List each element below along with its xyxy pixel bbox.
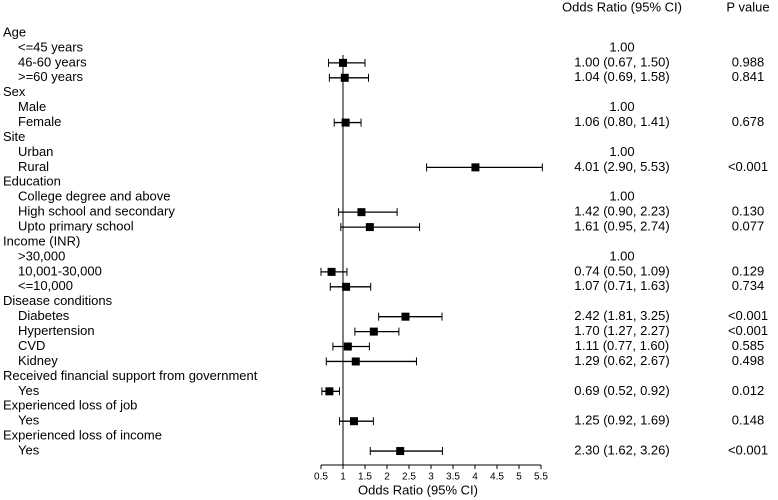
estimate-label: 1.04 (0.69, 1.58) [574,69,669,84]
row-label: <=10,000 [18,278,73,293]
estimate-label: 0.74 (0.50, 1.09) [574,263,669,278]
estimate-label: 1.29 (0.62, 2.67) [574,353,669,368]
row-label: High school and secondary [18,204,175,219]
estimate-label: 1.00 [609,189,634,204]
estimate-label: 1.11 (0.77, 1.60) [575,338,669,353]
p-value: 0.077 [732,219,765,234]
estimate-marker [365,223,374,232]
x-tick-label: 1 [340,472,346,483]
x-tick-label: 3 [428,472,434,483]
estimate-marker [357,208,366,217]
p-value: 0.129 [732,263,765,278]
group-label: Experienced loss of income [3,428,162,443]
p-value: 0.734 [732,278,765,293]
p-value: 0.841 [732,69,765,84]
estimate-label: 2.42 (1.81, 3.25) [574,308,669,323]
row-label: Yes [18,413,40,428]
estimate-marker [340,73,349,82]
x-axis-title: Odds Ratio (95% CI) [358,482,478,497]
estimate-label: 1.25 (0.92, 1.69) [574,413,669,428]
x-tick-label: 2 [384,472,390,483]
estimate-label: 1.06 (0.80, 1.41) [574,114,669,129]
estimate-label: 0.69 (0.52, 0.92) [574,383,669,398]
estimate-label: 1.00 [609,99,634,114]
p-value: <0.001 [728,323,768,338]
row-label: 46-60 years [18,54,87,69]
estimate-marker [396,447,405,456]
row-label: Yes [18,442,40,457]
row-label: Hypertension [18,323,95,338]
estimate-marker [369,327,378,336]
column-header: P value [726,0,769,14]
p-value: 0.585 [732,338,765,353]
row-label: CVD [18,338,45,353]
estimate-marker [351,357,360,366]
row-label: <=45 years [18,39,84,54]
row-label: Kidney [18,353,58,368]
estimate-label: 1.00 [609,144,634,159]
estimate-marker [343,342,352,351]
estimate-marker [325,387,334,396]
p-value: 0.988 [732,54,765,69]
estimate-marker [327,267,336,276]
estimate-label: 1.07 (0.71, 1.63) [574,278,669,293]
row-label: Urban [18,144,53,159]
x-tick-label: 1.5 [358,472,372,483]
estimate-marker [342,282,351,291]
group-label: Site [3,129,25,144]
p-value: 0.012 [732,383,765,398]
group-label: Disease conditions [3,293,113,308]
x-tick-label: 3.5 [446,472,460,483]
group-label: Income (INR) [3,233,80,248]
x-tick-label: 0.5 [314,472,328,483]
group-label: Received financial support from governme… [3,368,258,383]
row-label: Female [18,114,61,129]
row-label: Yes [18,383,40,398]
estimate-marker [341,118,350,127]
p-value: 0.498 [732,353,765,368]
row-label: College degree and above [18,189,171,204]
row-label: Rural [18,159,49,174]
row-label: >30,000 [18,248,65,263]
x-tick-label: 4 [472,472,478,483]
estimate-label: 1.70 (1.27, 2.27) [574,323,669,338]
estimate-label: 4.01 (2.90, 5.53) [574,159,669,174]
row-label: Upto primary school [18,219,134,234]
p-value: 0.678 [732,114,765,129]
p-value: <0.001 [728,159,768,174]
row-label: 10,001-30,000 [18,263,102,278]
x-tick-label: 4.5 [490,472,504,483]
estimate-label: 1.00 [609,39,634,54]
row-label: Male [18,99,46,114]
p-value: 0.130 [732,204,765,219]
estimate-marker [471,163,480,172]
row-label: >=60 years [18,69,84,84]
estimate-marker [350,417,358,426]
estimate-label: 1.00 [609,248,634,263]
x-tick-label: 5 [516,472,522,483]
column-header: Odds Ratio (95% CI) [562,0,682,14]
p-value: 0.148 [732,413,765,428]
x-tick-label: 2.5 [402,472,416,483]
estimate-label: 1.42 (0.90, 2.23) [574,204,669,219]
group-label: Sex [3,84,26,99]
estimate-label: 1.61 (0.95, 2.74) [574,219,669,234]
row-label: Diabetes [18,308,70,323]
group-label: Experienced loss of job [3,398,137,413]
group-label: Age [3,24,26,39]
estimate-label: 2.30 (1.62, 3.26) [574,442,669,457]
estimate-label: 1.00 (0.67, 1.50) [574,54,669,69]
group-label: Education [3,174,61,189]
x-tick-label: 5.5 [534,472,548,483]
p-value: <0.001 [728,442,768,457]
estimate-marker [401,312,410,321]
p-value: <0.001 [728,308,768,323]
